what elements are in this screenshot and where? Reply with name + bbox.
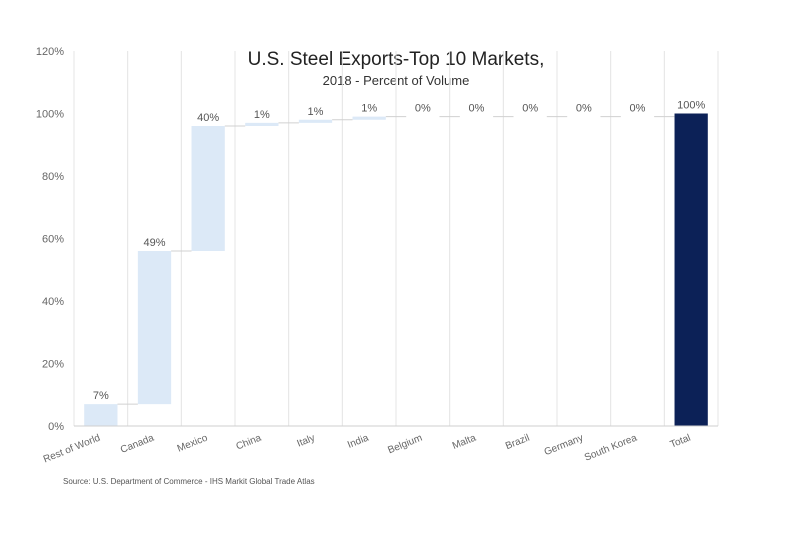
bar-mexico (191, 126, 225, 251)
x-tick-label: Italy (295, 433, 316, 450)
data-label: 0% (576, 103, 592, 115)
x-tick-label: India (346, 432, 371, 450)
x-tick-label: Canada (119, 432, 156, 455)
y-tick-label: 100% (36, 109, 64, 121)
data-label: 0% (415, 103, 431, 115)
bar-italy (298, 119, 333, 123)
data-labels: 7% 49% 40% 1% 1% 1% 0% 0% 0% 0% 0% 100% (93, 100, 706, 403)
data-label: 1% (361, 103, 377, 115)
y-tick-label: 120% (36, 46, 64, 58)
x-tick-label: Total (669, 433, 693, 451)
bar-canada (137, 251, 172, 405)
x-tick-label: Malta (451, 432, 478, 452)
y-tick-label: 80% (42, 171, 64, 183)
y-tick-label: 40% (42, 296, 64, 308)
data-label: 0% (469, 103, 485, 115)
x-tick-label: South Korea (583, 432, 639, 463)
x-tick-label: China (235, 432, 264, 452)
bars (84, 113, 708, 426)
data-label: 40% (197, 112, 219, 124)
y-tick-label: 0% (48, 421, 64, 433)
y-tick-label: 20% (42, 359, 64, 371)
y-axis: 0% 20% 40% 60% 80% 100% 120% (36, 46, 64, 433)
bar-total (674, 113, 708, 426)
data-label: 1% (308, 106, 324, 118)
y-tick-label: 60% (42, 234, 64, 246)
x-tick-label: Belgium (386, 433, 424, 457)
data-label: 7% (93, 390, 109, 402)
bar-rest-of-world (84, 404, 118, 426)
x-axis: Rest of World Canada Mexico China Italy India… (42, 425, 718, 466)
connector-lines (117, 116, 675, 405)
x-tick-label: Rest of World (42, 433, 102, 466)
x-tick-label: Germany (543, 433, 585, 459)
source-note: Source: U.S. Department of Commerce - IH… (63, 477, 315, 486)
x-tick-label: Mexico (176, 432, 210, 454)
data-label: 1% (254, 109, 270, 121)
data-label: 0% (630, 103, 646, 115)
data-label: 49% (143, 237, 165, 249)
x-tick-label: Brazil (504, 433, 531, 453)
data-label: 100% (677, 100, 705, 112)
data-label: 0% (522, 103, 538, 115)
bar-china (245, 122, 279, 126)
gridlines (73, 51, 719, 426)
bar-india (352, 116, 386, 120)
